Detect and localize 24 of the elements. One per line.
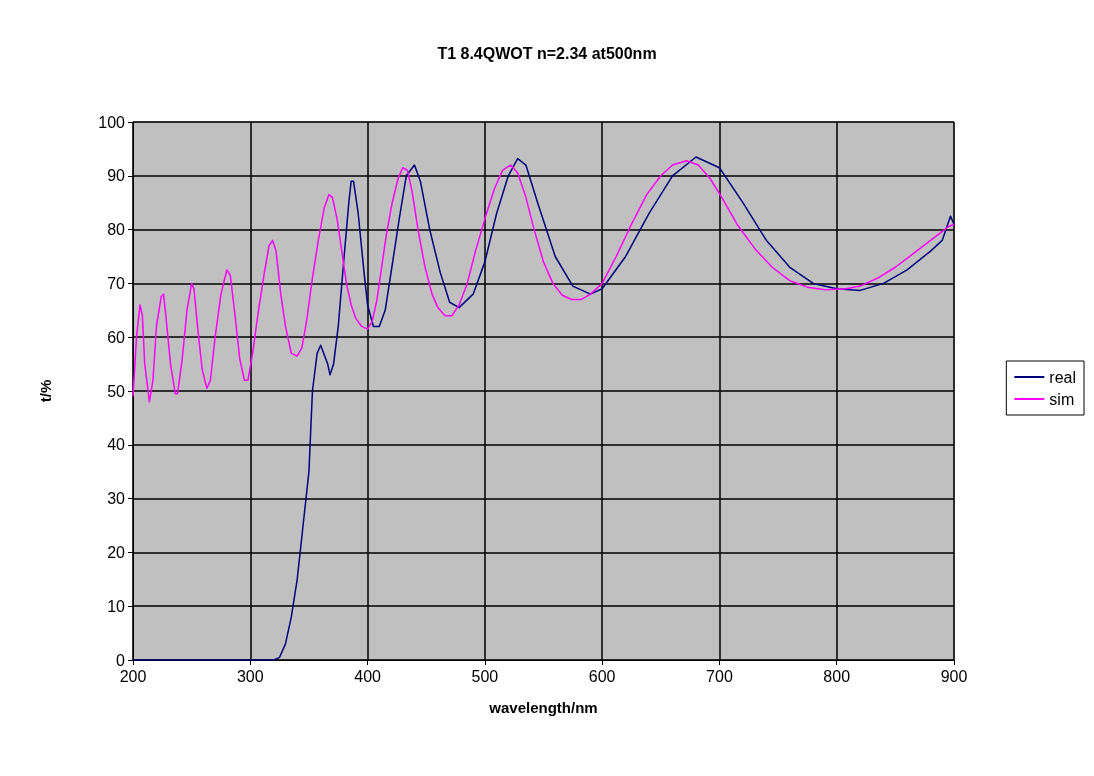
y-tick-label: 10 xyxy=(107,597,126,615)
y-tick-label: 60 xyxy=(107,328,126,346)
x-tick-label: 500 xyxy=(471,667,499,685)
legend-label: sim xyxy=(1049,390,1075,408)
y-tick-label: 50 xyxy=(107,382,126,400)
y-tick-label: 40 xyxy=(107,436,126,454)
x-tick-label: 300 xyxy=(236,667,264,685)
x-tick-label: 600 xyxy=(588,667,616,685)
y-tick-label: 20 xyxy=(107,543,126,561)
x-tick-label: 700 xyxy=(706,667,733,685)
y-tick-label: 70 xyxy=(107,274,126,292)
y-tick-label: 100 xyxy=(98,113,126,131)
y-axis-title: t/% xyxy=(37,379,54,403)
x-tick-label: 900 xyxy=(940,667,968,685)
chart-title: T1 8.4QWOT n=2.34 at500nm xyxy=(437,44,657,62)
y-tick-label: 30 xyxy=(107,490,126,508)
x-tick-label: 200 xyxy=(119,667,147,685)
y-tick-label: 0 xyxy=(116,651,126,669)
x-tick-label: 400 xyxy=(354,667,382,685)
x-tick-label: 800 xyxy=(823,667,851,685)
y-tick-label: 80 xyxy=(107,221,126,239)
y-tick-label: 90 xyxy=(107,167,126,185)
legend-label: real xyxy=(1049,368,1077,386)
x-axis-title: wavelength/nm xyxy=(488,699,598,716)
